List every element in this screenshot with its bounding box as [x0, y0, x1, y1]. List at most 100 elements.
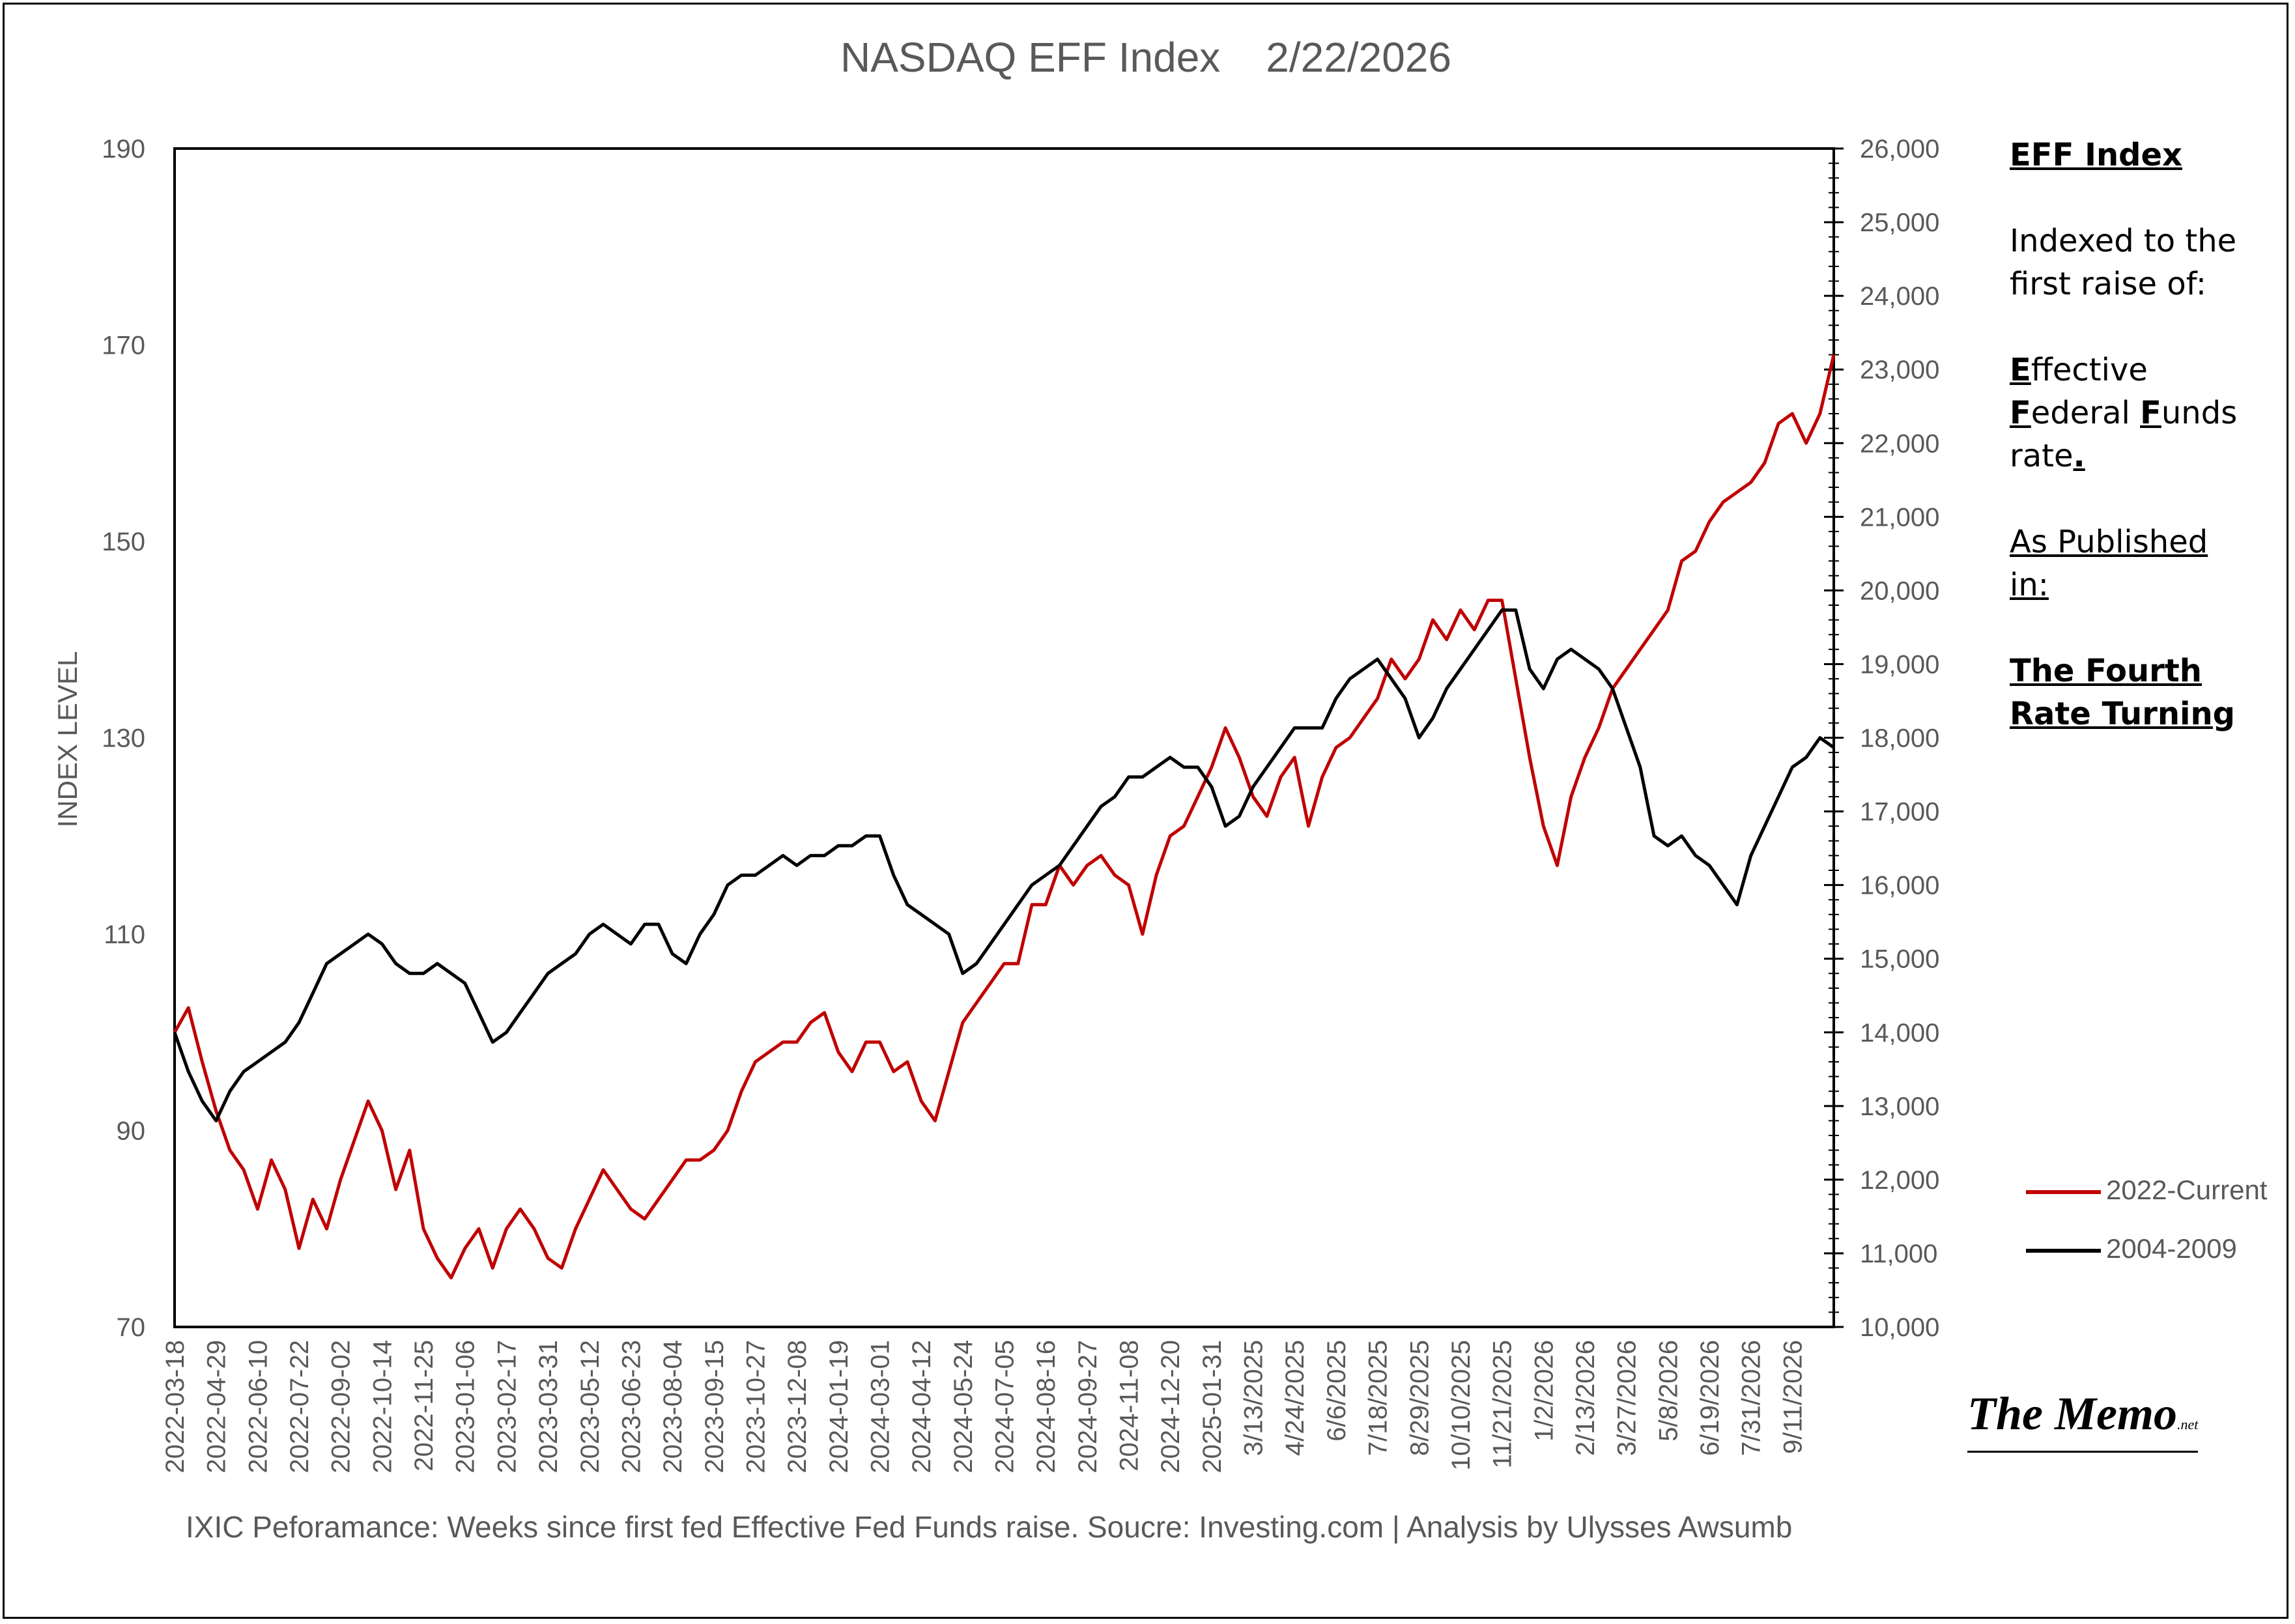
x-tick-label: 5/8/2026	[1654, 1340, 1683, 1442]
y2-tick-label: 22,000	[1860, 429, 1939, 458]
x-tick-label: 2022-03-18	[161, 1340, 190, 1474]
x-tick-label: 2023-06-23	[617, 1340, 646, 1474]
side-rate-word: rate	[2010, 438, 2074, 474]
legend-label-2004: 2004-2009	[2106, 1233, 2237, 1264]
y-tick-label: 150	[102, 528, 145, 556]
x-tick-label: 2025-01-31	[1198, 1340, 1227, 1474]
side-published1: As Published	[2010, 524, 2208, 560]
y-axis-label: INDEX LEVEL	[52, 651, 83, 828]
y2-tick-label: 15,000	[1860, 945, 1939, 974]
y-tick-label: 70	[117, 1313, 146, 1342]
x-tick-label: 2024-11-08	[1115, 1340, 1144, 1472]
legend-label-current: 2022-Current	[2106, 1175, 2268, 1205]
x-tick-label: 2023-02-17	[492, 1340, 521, 1474]
y2-tick-label: 18,000	[1860, 724, 1939, 753]
x-tick-label: 7/31/2026	[1737, 1340, 1766, 1456]
y-tick-label: 190	[102, 135, 145, 164]
chart-title-name: NASDAQ EFF Index	[840, 34, 1220, 81]
legend-swatch-2004	[2026, 1248, 2101, 1253]
legend-item-current: 2022-Current	[2026, 1175, 2267, 1206]
x-tick-label: 2023-01-06	[451, 1340, 480, 1474]
x-tick-label: 2023-09-15	[700, 1340, 729, 1474]
x-tick-label: 8/29/2025	[1405, 1340, 1434, 1456]
logo-suffix: .net	[2176, 1416, 2199, 1432]
series-line-2004-2009	[173, 608, 1835, 1122]
y2-tick-label: 16,000	[1860, 872, 1939, 900]
y2-tick-label: 25,000	[1860, 208, 1939, 237]
x-tick-label: 1/2/2026	[1530, 1340, 1558, 1442]
x-tick-label: 2022-10-14	[368, 1340, 397, 1474]
x-tick-label: 2023-05-12	[576, 1340, 605, 1474]
y-tick-label: 110	[104, 920, 145, 949]
side-published2: in:	[2010, 567, 2049, 603]
x-tick-label: 7/18/2025	[1364, 1340, 1393, 1456]
series-line-current	[173, 354, 1836, 1280]
legend-item-2004: 2004-2009	[2026, 1233, 2237, 1264]
x-tick-label: 2022-04-29	[203, 1340, 231, 1474]
x-tick-label: 2024-09-27	[1074, 1340, 1102, 1474]
x-tick-label: 2024-08-16	[1032, 1340, 1061, 1474]
y-tick-label: 90	[117, 1117, 146, 1146]
y2-tick-label: 19,000	[1860, 650, 1939, 679]
side-eff-letter: E	[2010, 352, 2031, 388]
chart-frame	[3, 3, 2288, 1619]
x-tick-label: 4/24/2025	[1281, 1340, 1309, 1456]
x-tick-label: 2023-03-31	[534, 1340, 563, 1474]
side-funds-rest: unds	[2161, 395, 2238, 431]
x-tick-label: 2022-11-25	[410, 1340, 438, 1472]
the-memo-logo: The Memo.net	[1967, 1388, 2199, 1453]
x-tick-label: 3/13/2025	[1240, 1340, 1268, 1456]
x-tick-label: 6/19/2026	[1696, 1340, 1724, 1456]
x-tick-label: 11/21/2025	[1489, 1340, 1517, 1468]
y-tick-label: 130	[102, 724, 145, 753]
chart-title: NASDAQ EFF Index 2/22/2026	[840, 34, 1451, 81]
x-tick-label: 2024-03-01	[866, 1340, 894, 1474]
side-line1: Indexed to the	[2010, 223, 2237, 259]
y2-tick-label: 23,000	[1860, 356, 1939, 384]
y2-tick-label: 12,000	[1860, 1166, 1939, 1195]
x-tick-label: 2022-06-10	[244, 1340, 272, 1474]
side-rate-dot: .	[2073, 438, 2085, 474]
side-rate: rate.	[2010, 434, 2283, 477]
plot-area-border	[173, 147, 1835, 1328]
x-tick-label: 2024-04-12	[907, 1340, 936, 1474]
side-fed-rest: ederal	[2031, 395, 2141, 431]
x-tick-label: 2022-09-02	[327, 1340, 356, 1474]
x-tick-label: 2024-07-05	[991, 1340, 1019, 1474]
side-eff-rest: ffective	[2031, 352, 2148, 388]
side-line2: first raise of:	[2010, 266, 2207, 302]
side-heading: EFF Index	[2010, 137, 2182, 173]
side-book1: The Fourth	[2010, 653, 2202, 689]
y2-tick-label: 10,000	[1860, 1313, 1939, 1342]
x-tick-label: 2022-07-22	[285, 1340, 314, 1474]
x-tick-label: 9/11/2026	[1778, 1340, 1807, 1454]
x-tick-label: 2/13/2026	[1571, 1340, 1600, 1456]
x-tick-label: 10/10/2025	[1447, 1340, 1475, 1470]
x-tick-label: 2024-01-19	[825, 1340, 853, 1474]
side-panel: EFF Index Indexed to the first raise of:…	[2010, 134, 2283, 735]
x-tick-label: 2023-10-27	[741, 1340, 770, 1474]
logo-main: The Memo	[1967, 1388, 2177, 1440]
x-tick-label: 2024-05-24	[949, 1340, 978, 1474]
y2-tick-label: 26,000	[1860, 135, 1939, 164]
chart-footer: IXIC Peforamance: Weeks since first fed …	[186, 1510, 1792, 1544]
y2-tick-label: 14,000	[1860, 1019, 1939, 1047]
y2-tick-label: 11,000	[1860, 1240, 1937, 1268]
legend-swatch-current	[2026, 1190, 2101, 1194]
side-book2: Rate Turning	[2010, 696, 2236, 732]
x-tick-label: 2024-12-20	[1156, 1340, 1185, 1474]
y2-tick-label: 24,000	[1860, 282, 1939, 311]
side-federal-funds: Federal Funds	[2010, 392, 2283, 434]
x-tick-label: 2023-08-04	[659, 1340, 687, 1474]
y2-tick-label: 17,000	[1860, 798, 1939, 827]
x-tick-label: 2023-12-08	[783, 1340, 812, 1474]
y2-tick-label: 13,000	[1860, 1092, 1939, 1121]
side-effective: Effective	[2010, 349, 2283, 392]
side-funds-letter: F	[2140, 395, 2161, 431]
side-fed-letter: F	[2010, 395, 2031, 431]
x-tick-label: 3/27/2026	[1613, 1340, 1642, 1456]
y2-tick-label: 20,000	[1860, 577, 1939, 605]
x-tick-label: 6/6/2025	[1322, 1340, 1351, 1442]
y-tick-label: 170	[102, 332, 145, 360]
